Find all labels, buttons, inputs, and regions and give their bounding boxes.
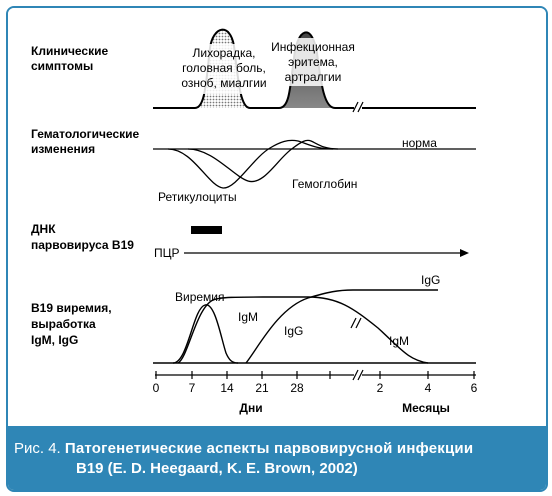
viremia-break-mark xyxy=(350,317,362,329)
clinical-track xyxy=(153,28,476,113)
tick-label: 4 xyxy=(425,381,432,395)
erythema-label-1: Инфекционная xyxy=(271,40,355,54)
igm-rise-label: IgM xyxy=(238,310,258,324)
igm-fall-label: IgM xyxy=(389,334,409,348)
igm-fall-curve xyxy=(307,296,429,364)
reticulocytes-label: Ретикулоциты xyxy=(158,190,237,204)
axis-break-mark xyxy=(352,369,364,381)
pcr-arrowhead xyxy=(460,249,469,257)
tick-label: 21 xyxy=(255,381,269,395)
igg-curve xyxy=(245,289,438,364)
igg-rise-label: IgG xyxy=(284,324,303,338)
fever-label-3: озноб, миалгии xyxy=(181,76,266,90)
label-viremia-2: выработка xyxy=(31,317,96,331)
tick-label: 7 xyxy=(189,381,196,395)
tick-label: 2 xyxy=(377,381,384,395)
fever-label-2: головная боль, xyxy=(182,61,266,75)
months-label: Месяцы xyxy=(402,401,450,415)
label-hematology-2: изменения xyxy=(31,142,95,156)
tick-label: 6 xyxy=(471,381,478,395)
pcr-label: ПЦР xyxy=(154,246,180,260)
axis-ticks xyxy=(155,371,475,379)
reticulocytes-curve xyxy=(167,139,334,189)
igm-rise-curve xyxy=(177,296,308,364)
fever-label-1: Лихорадка, xyxy=(193,46,256,60)
erythema-label-3: артралгии xyxy=(285,70,342,84)
viremia-label: Виремия xyxy=(175,290,225,304)
hematology-track xyxy=(153,139,476,189)
diagram-panel: Клинические симптомы Гематологические из… xyxy=(8,8,546,426)
figure-frame: Клинические симптомы Гематологические из… xyxy=(6,6,548,492)
time-axis xyxy=(155,369,476,381)
caption-line-2: В19 (E. D. Heegaard, K. E. Brown, 2002) xyxy=(76,460,358,477)
diagram-svg: Клинические симптомы Гематологические из… xyxy=(31,28,478,415)
days-label: Дни xyxy=(239,401,262,415)
hemoglobin-label: Гемоглобин xyxy=(292,177,357,191)
clinical-break-mark xyxy=(352,101,364,113)
tick-label: 28 xyxy=(290,381,304,395)
tick-label: 0 xyxy=(153,381,160,395)
dna-track xyxy=(184,226,469,257)
label-dna-2: парвовируса В19 xyxy=(31,238,134,252)
label-hematology-1: Гематологические xyxy=(31,127,140,141)
erythema-label-2: эритема, xyxy=(288,55,338,69)
caption-title: Патогенетические аспекты парвовирусной и… xyxy=(64,440,474,457)
igg-plateau-label: IgG xyxy=(421,273,440,287)
norm-label: норма xyxy=(402,136,437,150)
viremia-track xyxy=(153,289,476,364)
label-dna-1: ДНК xyxy=(31,222,56,236)
figure-caption: Рис. 4. Патогенетические аспекты парвови… xyxy=(8,426,546,490)
label-viremia-3: IgM, IgG xyxy=(31,333,78,347)
dna-bar xyxy=(191,226,222,234)
viremia-curve xyxy=(172,304,239,364)
label-viremia-1: В19 виремия, xyxy=(31,301,112,315)
label-clinical-1: Клинические xyxy=(31,44,108,58)
hemoglobin-curve xyxy=(187,139,339,183)
caption-prefix: Рис. 4. xyxy=(14,440,61,457)
label-clinical-2: симптомы xyxy=(31,59,93,73)
tick-label: 14 xyxy=(220,381,234,395)
caption-line-1: Рис. 4. Патогенетические аспекты парвови… xyxy=(14,439,534,459)
